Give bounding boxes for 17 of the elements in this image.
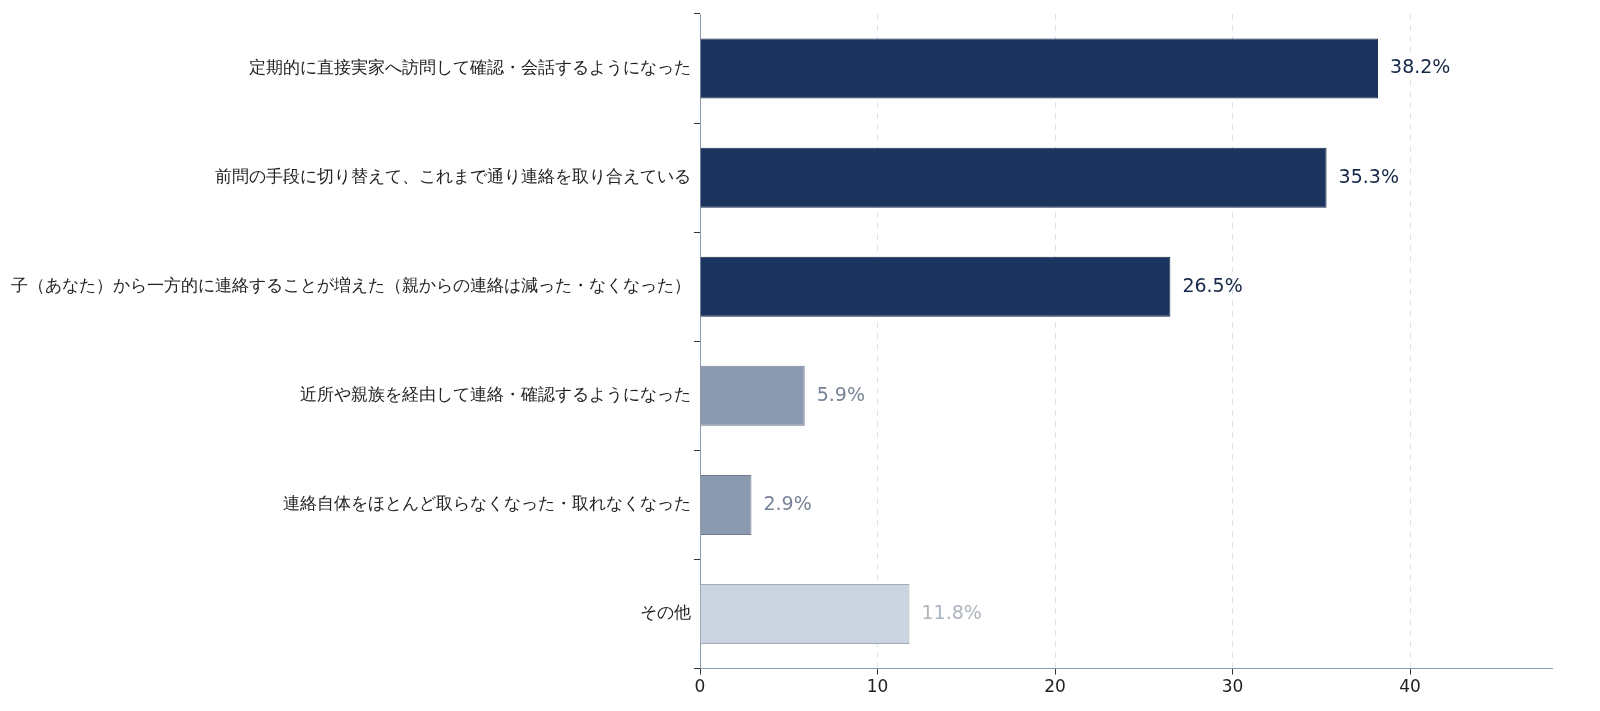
y-tick-label: 定期的に直接実家へ訪問して確認・会話するようになった <box>249 56 691 77</box>
data-label: 11.8% <box>921 600 982 623</box>
data-label: 5.9% <box>816 382 866 405</box>
y-tick-label: 連絡自体をほとんど取らなくなった・取れなくなった <box>283 493 691 514</box>
x-tick-label: 20 <box>1044 676 1066 697</box>
x-tick-label: 0 <box>694 676 706 697</box>
y-tick-label: その他 <box>640 602 691 623</box>
y-tick-label: 前問の手段に切り替えて、これまで通り連絡を取り合えている <box>215 166 691 187</box>
data-label: 38.2% <box>1390 55 1451 78</box>
data-label: 2.9% <box>763 491 812 514</box>
y-tick-label: 子（あなた）から一方的に連絡することが増えた（親からの連絡は減った・なくなった） <box>11 275 691 296</box>
x-tick-label: 40 <box>1399 676 1421 697</box>
y-tick-label: 近所や親族を経由して連絡・確認するようになった <box>300 384 691 405</box>
x-tick-label: 30 <box>1221 676 1244 697</box>
data-label: 35.3% <box>1338 164 1399 187</box>
x-tick-label: 10 <box>866 676 889 697</box>
data-label: 26.5% <box>1182 273 1243 296</box>
